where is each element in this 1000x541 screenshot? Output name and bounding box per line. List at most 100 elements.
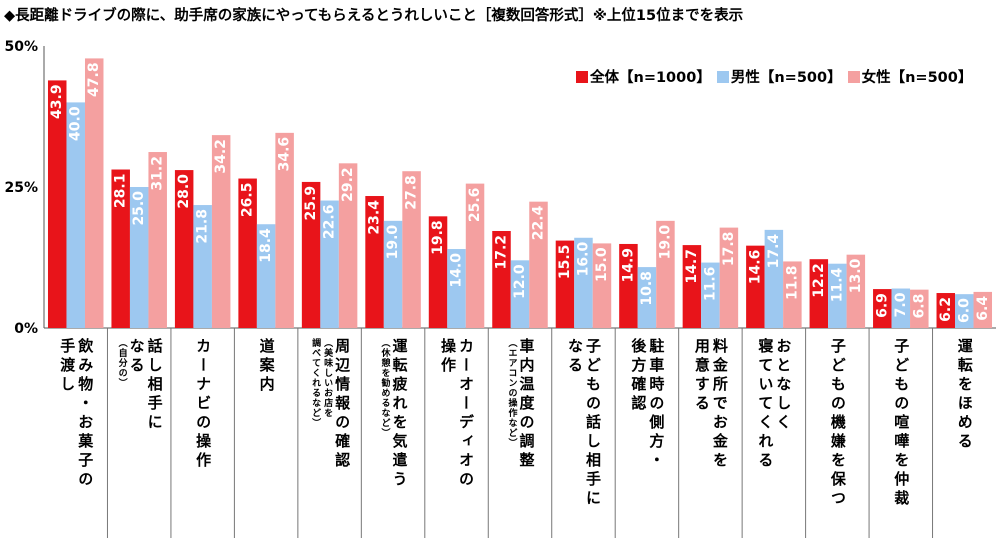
legend-swatch-male: [716, 70, 729, 83]
bar-value-label: 31.2: [150, 156, 166, 191]
bar-total: [555, 240, 575, 328]
bar-value-label: 15.0: [594, 247, 610, 282]
bar-male: [764, 229, 784, 328]
bar-value-label: 40.0: [68, 106, 84, 141]
bar-female: [148, 152, 167, 328]
category-label-note: （自分の）: [116, 338, 127, 388]
category-label-line: 道案内: [257, 338, 276, 395]
category-label-line: おとなしく: [774, 338, 793, 433]
bar-female: [592, 243, 612, 328]
bar-male: [129, 187, 149, 328]
bar-total: [428, 216, 448, 328]
category-label-line: 運転疲れを気遣う: [390, 338, 409, 490]
bar-value-label: 25.6: [467, 188, 483, 223]
bar-value-label: 13.0: [848, 258, 864, 293]
category-label-line: 手渡し: [58, 338, 77, 395]
bar-value-label: 15.5: [557, 245, 573, 280]
bar-female: [656, 220, 675, 328]
legend-item-male: 男性【n=500】: [716, 66, 842, 87]
y-tick-label: 50%: [4, 39, 38, 55]
y-tick-label: 0%: [14, 321, 38, 337]
bar-value-label: 17.2: [494, 235, 510, 270]
category-label-line: 操作: [439, 338, 458, 376]
bar-value-label: 19.8: [430, 220, 446, 255]
category-label-line: 料金所でお金を: [710, 338, 729, 471]
bar-total: [492, 230, 511, 328]
bar-value-label: 34.6: [277, 137, 293, 172]
bar-female: [910, 289, 929, 328]
bar-value-label: 6.0: [956, 298, 972, 323]
bar-male: [447, 249, 466, 328]
bar-male: [574, 237, 593, 328]
category-label: 子どもの話し相手に なる: [552, 338, 615, 538]
bar-value-label: 43.9: [49, 84, 65, 119]
bar-total: [238, 178, 257, 328]
bar-total: [809, 259, 829, 328]
category-label-line: 周辺情報の確認: [333, 338, 352, 471]
bar-value-label: 28.1: [113, 174, 129, 209]
bar-total: [301, 181, 321, 328]
bar-value-label: 6.8: [911, 294, 927, 319]
category-label-note: （休憩を勧めるなど）: [379, 338, 390, 438]
bar-value-label: 47.8: [86, 62, 102, 97]
legend-label-male: 男性【n=500】: [730, 70, 842, 86]
bar-male: [383, 220, 403, 328]
bar-male: [828, 263, 847, 328]
bar-male: [256, 224, 276, 328]
category-label: 料金所でお金を 用意する: [679, 338, 742, 538]
category-label-line: 用意する: [692, 338, 711, 414]
category-label-note: 調べてくれるなど）: [310, 338, 321, 428]
bar-value-label: 16.0: [575, 242, 591, 277]
bar-value-label: 6.4: [975, 296, 991, 321]
bar-female: [275, 132, 294, 328]
bar-female: [973, 291, 993, 328]
category-label: 飲み物・お菓子の 手渡し: [44, 338, 107, 538]
bar-total: [682, 245, 702, 328]
bar-value-label: 11.6: [702, 267, 718, 302]
bar-value-label: 18.4: [258, 228, 274, 263]
category-label-line: 駐車時の側方・: [647, 338, 666, 471]
category-label-note: （美味しいお店を: [322, 338, 333, 418]
bar-value-label: 29.2: [340, 167, 356, 202]
category-label-line: 子どもの話し相手に: [583, 338, 602, 509]
bar-total: [936, 293, 956, 328]
bar-value-label: 23.4: [367, 200, 383, 235]
bar-value-label: 25.0: [131, 191, 147, 226]
bar-value-label: 27.8: [404, 175, 420, 210]
bar-value-label: 26.5: [240, 183, 256, 218]
category-label-note: （エアコンの操作など）: [506, 338, 517, 448]
category-label-line: なる: [127, 338, 146, 376]
y-tick-label: 25%: [4, 180, 38, 196]
bar-value-label: 14.9: [620, 248, 636, 283]
bar-value-label: 7.0: [893, 292, 909, 317]
legend-label-female: 女性【n=500】: [861, 70, 973, 86]
bar-male: [891, 288, 911, 328]
bar-value-label: 14.0: [449, 253, 465, 288]
bar-value-label: 19.0: [657, 225, 673, 260]
legend-label-total: 全体【n=1000】: [590, 70, 711, 86]
category-label: 子どもの機嫌を保つ: [806, 338, 869, 538]
category-label: カーナビの操作: [171, 338, 234, 538]
category-label: 周辺情報の確認 （美味しいお店を 調べてくれるなど）: [298, 338, 361, 538]
bar-female: [719, 227, 739, 328]
legend-item-female: 女性【n=500】: [847, 66, 973, 87]
category-label: 道案内: [234, 338, 297, 538]
bar-value-label: 19.0: [385, 225, 401, 260]
chart-title: ◆長距離ドライブの際に、助手席の家族にやってもらえるとうれしいこと［複数回答形式…: [4, 8, 744, 24]
category-label-line: 子どもの機嫌を保つ: [828, 338, 847, 509]
bar-value-label: 11.4: [829, 267, 845, 302]
bar-value-label: 34.2: [213, 139, 229, 174]
category-label-line: 後方確認: [629, 338, 648, 414]
category-label-line: 子どもの喧嘩を仲裁: [892, 338, 911, 509]
legend-swatch-total: [576, 70, 588, 83]
bar-value-label: 17.8: [721, 232, 737, 267]
bar-male: [955, 294, 974, 328]
bar-total: [873, 289, 892, 328]
category-label: カーオーディオの 操作: [425, 338, 488, 538]
legend-item-total: 全体【n=1000】: [576, 66, 711, 87]
category-label-line: 車内温度の調整: [517, 338, 536, 471]
bar-value-label: 10.8: [639, 271, 655, 306]
category-label-line: 話し相手に: [145, 338, 164, 433]
bar-value-label: 11.8: [784, 265, 800, 300]
